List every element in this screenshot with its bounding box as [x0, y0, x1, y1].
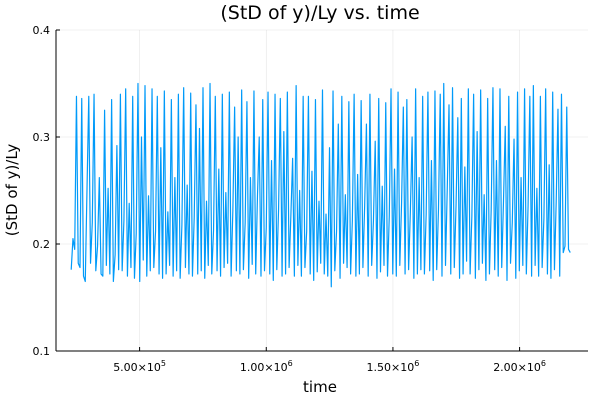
x-axis-title: time	[303, 378, 337, 396]
y-tick-label: 0.4	[33, 24, 51, 37]
x-tick-label: 5.00×105	[113, 359, 166, 374]
x-tick-label: 1.50×106	[367, 359, 420, 374]
x-tick-label: 1.00×106	[240, 359, 293, 374]
series-line	[70, 82, 571, 288]
x-tick-label: 2.00×106	[493, 359, 546, 374]
y-axis-title: (StD of y)/Ly	[3, 144, 21, 237]
y-tick-label: 0.3	[33, 131, 51, 144]
chart-title: (StD of y)/Ly vs. time	[220, 2, 419, 24]
series	[70, 82, 571, 288]
axes	[55, 29, 588, 352]
tick-labels: 0.1 0.2 0.3 0.4 5.00×105 1.00×106 1.50×106 2.00…	[33, 24, 547, 374]
y-tick-label: 0.1	[33, 345, 51, 358]
y-tick-label: 0.2	[33, 238, 51, 251]
